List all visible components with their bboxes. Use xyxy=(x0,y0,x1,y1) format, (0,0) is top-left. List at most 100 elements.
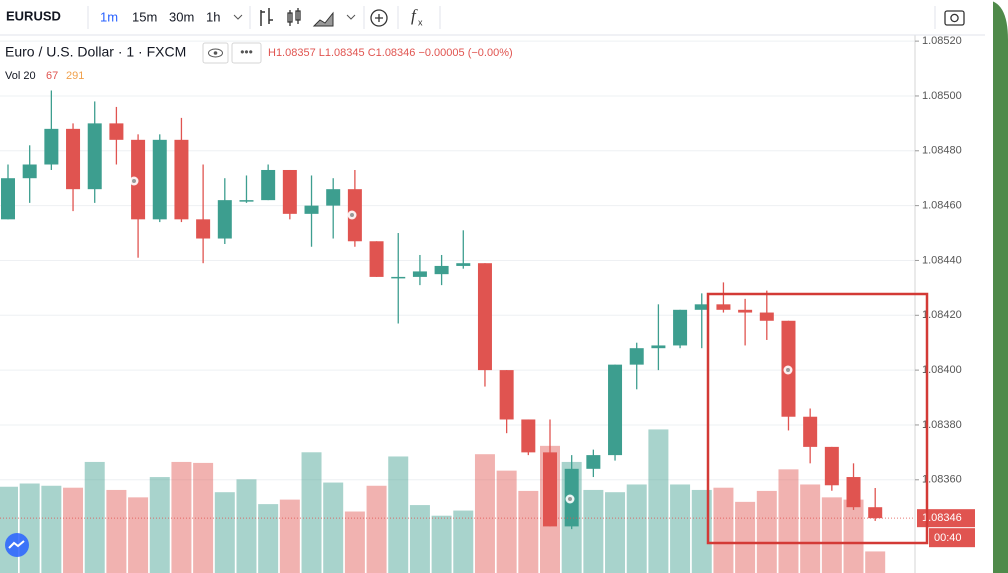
candle-body xyxy=(304,205,319,214)
y-tick-label: 1.08500 xyxy=(922,90,962,102)
volume-bar xyxy=(19,483,40,573)
candle-body xyxy=(586,455,601,469)
logo-icon xyxy=(8,540,25,549)
candle-style-icon[interactable] xyxy=(287,8,301,26)
dropdown-icon[interactable] xyxy=(233,14,243,20)
candle-body xyxy=(1,178,15,220)
candle-body xyxy=(543,452,557,527)
interval[interactable]: 1m xyxy=(100,9,118,24)
volume-bar xyxy=(344,511,365,573)
more-icon: ••• xyxy=(240,45,253,59)
last-price-tag xyxy=(917,509,975,528)
interval[interactable]: 1h xyxy=(206,9,220,24)
candle-body xyxy=(694,304,709,310)
y-tick-label: 1.08520 xyxy=(922,35,962,47)
series-title: Euro / U.S. Dollar · 1 · FXCM xyxy=(5,44,186,60)
candle-body xyxy=(477,263,492,371)
y-tick-label: 1.08460 xyxy=(922,200,962,212)
candle-body xyxy=(716,304,731,310)
interval[interactable]: 15m xyxy=(132,9,157,24)
volume-bar xyxy=(409,505,430,573)
volume-bar xyxy=(670,484,691,573)
y-tick-label: 1.08440 xyxy=(922,254,962,266)
edge-mask xyxy=(975,0,993,573)
volume-bar xyxy=(214,492,235,573)
candle-body xyxy=(673,309,688,346)
candle-body xyxy=(846,477,861,508)
indicators-icon[interactable]: f xyxy=(411,6,418,25)
volume-bar xyxy=(518,490,539,573)
volume-bar xyxy=(713,487,734,573)
camera-icon[interactable] xyxy=(944,10,965,26)
candle-body xyxy=(651,345,666,349)
candle-body xyxy=(738,309,753,313)
more-button[interactable] xyxy=(231,42,262,64)
volume-bar xyxy=(193,462,214,573)
symbol[interactable]: EURUSD xyxy=(6,8,61,23)
volume-bar xyxy=(496,470,517,573)
event-marker-dot xyxy=(786,368,790,372)
candle-body xyxy=(824,446,839,486)
candle-body xyxy=(326,189,341,206)
area-style-icon[interactable] xyxy=(312,11,334,27)
event-marker-dot xyxy=(350,213,354,217)
volume-bar xyxy=(236,479,257,573)
candle-body xyxy=(174,139,189,220)
y-tick-label: 1.08420 xyxy=(922,309,962,321)
compare-icon-plus xyxy=(375,14,383,22)
interval[interactable]: 30m xyxy=(169,9,194,24)
volume-bar xyxy=(301,452,322,573)
highlight-box xyxy=(706,292,929,545)
volume-bar xyxy=(171,461,192,573)
candle-body xyxy=(282,169,297,214)
candle-body xyxy=(369,241,384,277)
volume-bar xyxy=(63,487,84,573)
candle-body xyxy=(759,312,774,321)
candle-body xyxy=(239,200,254,202)
volume-bar xyxy=(106,489,127,573)
ohlc-legend: H1.08357 L1.08345 C1.08346 −0.00005 (−0.… xyxy=(268,47,513,59)
candle-body xyxy=(803,416,818,447)
y-tick-label: 1.08400 xyxy=(922,364,962,376)
volume-bar xyxy=(0,486,18,573)
plot-area xyxy=(0,40,915,573)
volume-bar xyxy=(431,515,452,573)
volume-legend-value: 67 xyxy=(46,70,58,82)
volume-bar xyxy=(366,485,387,573)
candle-body xyxy=(44,128,59,165)
candle-body xyxy=(22,164,37,179)
price-axis xyxy=(915,35,985,573)
volume-bar xyxy=(323,482,344,573)
volume-bar xyxy=(149,477,170,573)
volume-bar xyxy=(279,499,300,573)
candle-body xyxy=(217,200,232,239)
volume-bar xyxy=(128,497,149,573)
countdown-label: 00:40 xyxy=(934,532,962,544)
candle-body xyxy=(521,419,536,453)
volume-bar xyxy=(41,485,62,573)
volume-legend-name: Vol 20 xyxy=(5,70,36,82)
candle-body xyxy=(412,271,427,277)
toolbar xyxy=(0,0,985,35)
y-tick-label: 1.08480 xyxy=(922,145,962,157)
volume-bar xyxy=(778,469,799,573)
volume-bar xyxy=(84,461,105,573)
candle-body xyxy=(499,370,514,420)
volume-bar xyxy=(756,490,777,573)
eye-pupil xyxy=(213,51,218,55)
candle-body xyxy=(109,123,124,140)
volume-bar xyxy=(258,504,279,573)
volume-bar xyxy=(648,429,669,573)
volume-bar xyxy=(800,484,821,573)
indicators-icon-sub: x xyxy=(418,17,423,27)
volume-bar xyxy=(474,454,495,573)
candle-body xyxy=(629,348,644,365)
candle-body xyxy=(87,123,102,190)
bar-style-icon[interactable] xyxy=(260,8,273,26)
last-price-label: 1.08346 xyxy=(922,512,962,524)
y-tick-label: 1.08360 xyxy=(922,474,962,486)
dropdown-icon xyxy=(346,14,356,20)
candle-body xyxy=(152,139,167,220)
compare-icon[interactable] xyxy=(370,9,388,27)
candle-body xyxy=(456,263,471,266)
